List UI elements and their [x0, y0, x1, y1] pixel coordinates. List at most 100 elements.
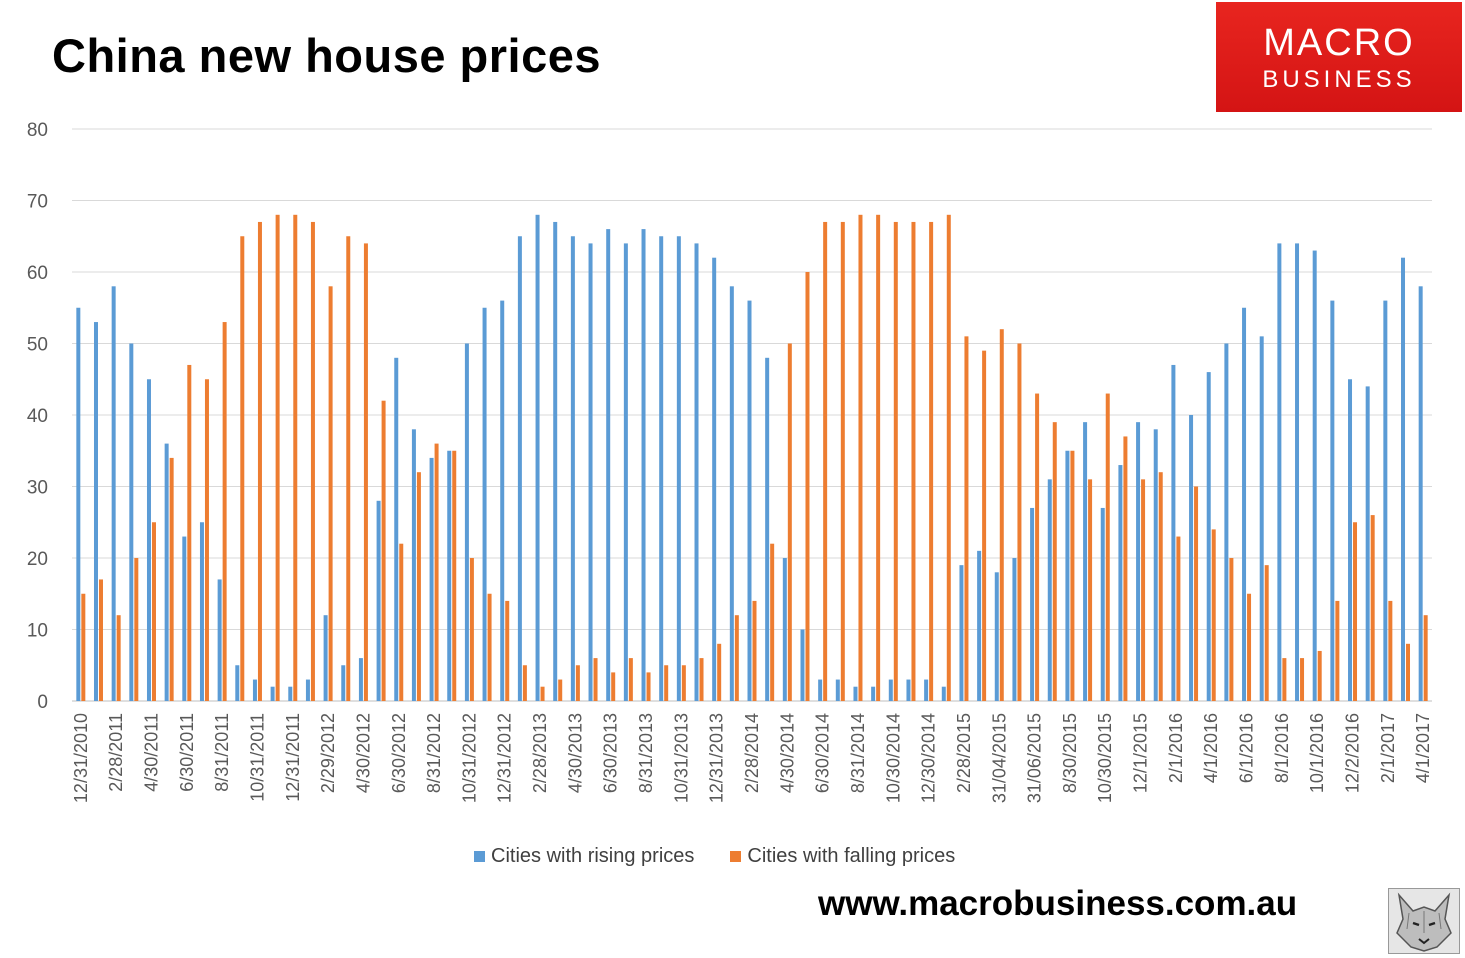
x-tick-label: 12/30/2014 — [919, 713, 939, 803]
bar-rising — [500, 300, 505, 701]
bar-falling — [1017, 343, 1022, 701]
bar-rising — [288, 686, 293, 701]
bar-rising — [1242, 307, 1247, 701]
y-tick-label: 60 — [27, 263, 48, 284]
bar-rising — [1083, 422, 1088, 701]
x-tick-label: 10/30/2015 — [1095, 713, 1115, 803]
bar-rising — [199, 522, 204, 701]
bar-falling — [770, 543, 775, 701]
chart-legend: Cities with rising prices Cities with fa… — [474, 845, 955, 868]
x-tick-label: 6/30/2011 — [177, 713, 197, 792]
bar-falling — [116, 615, 121, 701]
bar-falling — [1123, 436, 1128, 701]
bar-rising — [729, 286, 734, 701]
bar-falling — [734, 615, 739, 701]
website-url: www.macrobusiness.com.au — [818, 884, 1298, 923]
bar-falling — [151, 522, 156, 701]
bar-falling — [946, 214, 951, 702]
bar-rising — [800, 629, 805, 701]
bar-falling — [1264, 565, 1269, 701]
bar-rising — [323, 615, 328, 701]
bar-rising — [1118, 465, 1123, 701]
bar-falling — [752, 600, 757, 701]
bar-rising — [341, 665, 346, 701]
legend-label-rising: Cities with rising prices — [491, 845, 695, 867]
bar-rising — [1012, 558, 1017, 701]
bar-falling — [257, 221, 262, 701]
bar-falling — [893, 221, 898, 701]
legend-swatch-falling — [730, 851, 742, 862]
bar-rising — [1348, 379, 1353, 701]
bar-falling — [399, 543, 404, 701]
bar-rising — [712, 257, 717, 701]
bar-rising — [1136, 422, 1141, 701]
y-tick-label: 0 — [37, 692, 48, 713]
bar-falling — [98, 579, 103, 701]
y-tick-label: 10 — [27, 621, 48, 642]
bar-falling — [1282, 658, 1287, 701]
bar-falling — [1176, 536, 1181, 701]
bar-rising — [676, 236, 681, 701]
bar-rising — [994, 572, 999, 701]
bar-rising — [1383, 300, 1388, 701]
x-tick-label: 10/1/2016 — [1307, 713, 1327, 793]
bar-falling — [310, 221, 315, 701]
logo-line-1: MACRO — [1263, 22, 1415, 64]
bar-falling — [1300, 658, 1305, 701]
bar-rising — [517, 236, 522, 701]
bar-rising — [1259, 336, 1264, 701]
bar-rising — [659, 236, 664, 701]
x-tick-label: 12/2/2016 — [1343, 713, 1363, 793]
bar-falling — [717, 643, 722, 701]
x-tick-label: 10/31/2012 — [459, 713, 479, 803]
bar-falling — [1317, 650, 1322, 701]
x-tick-label: 10/30/2014 — [883, 713, 903, 803]
bar-falling — [416, 472, 421, 701]
bar-falling — [999, 329, 1004, 701]
y-tick-label: 70 — [27, 192, 48, 213]
x-tick-label: 6/30/2012 — [389, 713, 409, 793]
bar-falling — [240, 236, 245, 701]
bar-rising — [270, 686, 275, 701]
bar-rising — [924, 679, 929, 701]
bar-rising — [835, 679, 840, 701]
bar-falling — [1052, 422, 1057, 701]
bar-falling — [628, 658, 633, 701]
bar-falling — [1035, 393, 1040, 701]
bar-rising — [1330, 300, 1335, 701]
legend-item-rising: Cities with rising prices — [474, 845, 694, 868]
bar-rising — [553, 221, 558, 701]
x-tick-label: 4/30/2013 — [565, 713, 585, 793]
bar-rising — [977, 550, 982, 701]
bar-rising — [429, 457, 434, 701]
legend-swatch-rising — [474, 851, 485, 862]
bar-rising — [164, 443, 169, 701]
bar-falling — [275, 214, 280, 702]
bar-falling — [823, 221, 828, 701]
macrobusiness-logo: MACRO BUSINESS — [1216, 2, 1462, 112]
bar-rising — [623, 243, 628, 701]
bar-falling — [1211, 529, 1216, 701]
bar-rising — [358, 658, 363, 701]
bar-rising — [1100, 507, 1105, 701]
bar-rising — [394, 357, 399, 701]
bar-rising — [941, 686, 946, 701]
bar-falling — [1229, 558, 1234, 701]
x-tick-label: 10/31/2013 — [671, 713, 691, 803]
bar-rising — [76, 307, 81, 701]
bar-rising — [888, 679, 893, 701]
bar-falling — [1423, 615, 1428, 701]
x-tick-label: 8/31/2012 — [424, 713, 444, 793]
bar-falling — [982, 350, 987, 701]
x-tick-label: 8/30/2015 — [1060, 713, 1080, 793]
bar-falling — [699, 658, 704, 701]
bar-rising — [93, 322, 98, 701]
bar-falling — [381, 400, 386, 701]
bar-rising — [1206, 372, 1211, 701]
x-tick-label: 2/28/2011 — [106, 713, 126, 792]
x-tick-label: 6/30/2013 — [601, 713, 621, 793]
x-tick-label: 12/31/2010 — [71, 713, 91, 803]
bar-falling — [222, 322, 227, 701]
bar-rising — [1401, 257, 1406, 701]
